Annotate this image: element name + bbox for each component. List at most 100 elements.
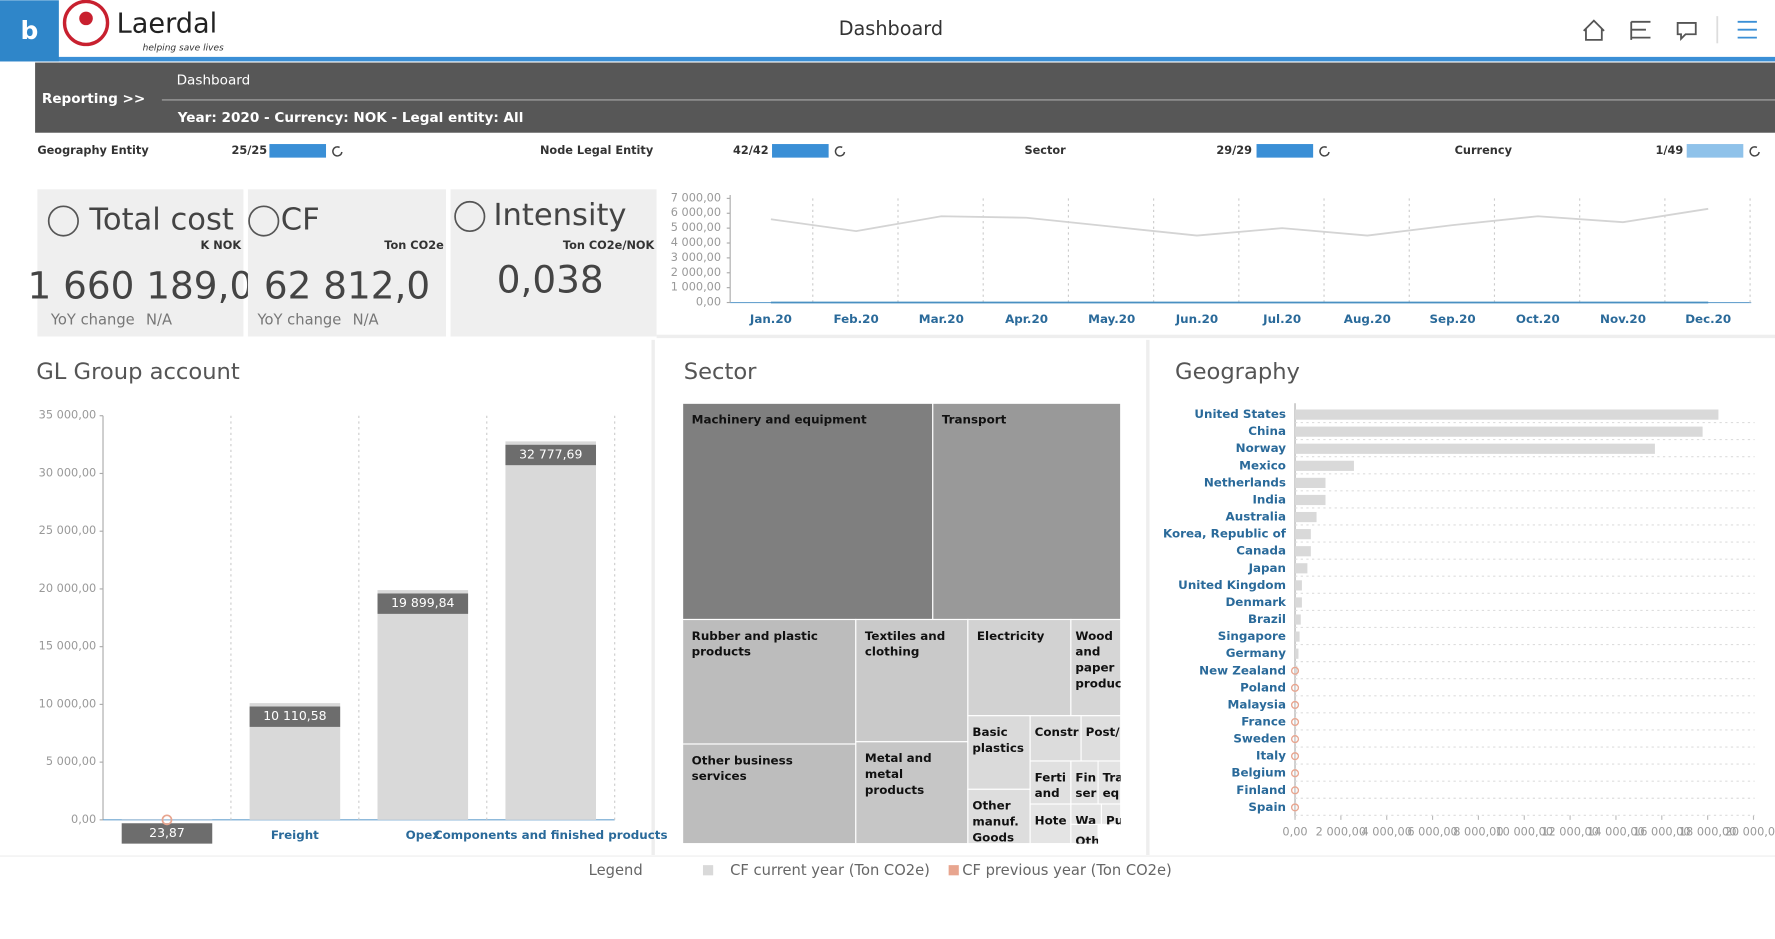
logo-icon-part bbox=[79, 11, 93, 26]
y-tick-label: 20 000,00 bbox=[39, 581, 97, 595]
treemap-label: Hote bbox=[1034, 814, 1067, 828]
legend-swatch bbox=[702, 865, 714, 876]
treemap-cell[interactable] bbox=[1070, 760, 1099, 805]
filter-count: 42/42 bbox=[733, 143, 769, 157]
y-tick-label: Netherlands bbox=[1204, 475, 1286, 489]
treemap-label: Post/ bbox=[1085, 725, 1120, 740]
bar bbox=[1295, 802, 1297, 813]
treemap-label: Electricity bbox=[976, 629, 1045, 644]
treemap-label-box: Oth bbox=[1075, 834, 1099, 844]
y-tick-label: 35 000,00 bbox=[39, 408, 97, 422]
context: Year: 2020 - Currency: NOK - Legal entit… bbox=[177, 110, 524, 126]
prev-year-marker bbox=[1290, 683, 1300, 692]
bar bbox=[1295, 665, 1298, 676]
treemap-label: Machinery and equipment bbox=[691, 413, 867, 428]
prev-year-marker bbox=[1290, 752, 1300, 761]
x-tick-label: 18 000,00 bbox=[1679, 824, 1737, 838]
treemap-cell[interactable] bbox=[682, 618, 857, 745]
y-tick-label: 3 000,00 bbox=[671, 250, 721, 264]
nav-page: Dashboard bbox=[177, 73, 251, 89]
bar bbox=[505, 441, 597, 820]
treemap-label-box: Metal and metal products bbox=[865, 752, 932, 797]
y-tick-label: 5 000,00 bbox=[671, 220, 721, 234]
treemap-label-box: Textiles and clothing bbox=[864, 629, 946, 660]
treemap-cell[interactable] bbox=[1100, 803, 1122, 825]
treemap-label: Oth bbox=[1075, 834, 1099, 844]
home-icon[interactable] bbox=[1583, 19, 1605, 41]
treemap-label: Other business services bbox=[691, 754, 793, 784]
treemap-cell[interactable] bbox=[932, 402, 1122, 621]
y-tick-label: 4 000,00 bbox=[671, 235, 721, 249]
refresh-icon bbox=[834, 146, 846, 157]
treemap-cell[interactable] bbox=[1029, 715, 1082, 762]
bar bbox=[1295, 409, 1719, 420]
x-tick-label: 14 000,00 bbox=[1587, 824, 1645, 838]
treemap-label: Tra eq bbox=[1102, 771, 1121, 801]
bar bbox=[1295, 631, 1300, 642]
treemap-label-box: Rubber and plastic products bbox=[691, 629, 818, 660]
chat-icon[interactable] bbox=[1676, 22, 1697, 41]
x-tick-label: Jul.20 bbox=[1262, 312, 1301, 326]
treemap-cell[interactable] bbox=[967, 788, 1031, 845]
app-button[interactable] bbox=[0, 0, 59, 62]
treemap-cell[interactable] bbox=[1029, 803, 1072, 845]
line-series bbox=[770, 207, 1709, 237]
prev-year-marker bbox=[1290, 735, 1300, 744]
treemap-cell[interactable] bbox=[1070, 823, 1099, 845]
value-label: 10 110,58 bbox=[263, 708, 326, 723]
treemap-cell[interactable] bbox=[682, 402, 934, 621]
section-title: Sector bbox=[684, 359, 757, 385]
y-tick-label: 10 000,00 bbox=[39, 696, 97, 710]
y-tick-label: Japan bbox=[1248, 561, 1286, 575]
app-letter: b bbox=[21, 16, 39, 45]
bar bbox=[1295, 768, 1297, 779]
treemap-label-box: Electricity bbox=[976, 629, 1045, 644]
bar bbox=[1295, 699, 1297, 711]
refresh-icon bbox=[332, 146, 343, 157]
kpi-panel bbox=[37, 189, 244, 337]
x-tick-label: Freight bbox=[271, 828, 319, 842]
kpi-unit: Ton CO2e bbox=[384, 238, 444, 252]
filter-count: 25/25 bbox=[232, 143, 268, 157]
breadcrumb[interactable]: Reporting >> bbox=[42, 91, 145, 107]
kpi-value: 0,038 bbox=[497, 258, 604, 302]
kpi-yoy: N/A bbox=[353, 312, 379, 329]
y-tick-label: Germany bbox=[1226, 646, 1286, 660]
treemap-label-box: Other business services bbox=[691, 754, 793, 784]
x-tick-label: 12 000,00 bbox=[1541, 824, 1599, 838]
filter-bar[interactable] bbox=[1686, 144, 1744, 158]
treemap-cell[interactable] bbox=[1029, 760, 1072, 805]
menu-icon[interactable] bbox=[1737, 20, 1757, 39]
y-tick-label: Belgium bbox=[1231, 766, 1286, 780]
bar bbox=[1295, 511, 1317, 523]
legend-swatch bbox=[948, 865, 959, 876]
treemap-cell[interactable] bbox=[967, 715, 1031, 790]
treemap-cell[interactable] bbox=[855, 741, 969, 845]
treemap-label-box: Transport bbox=[942, 413, 1006, 427]
filter-bar[interactable] bbox=[269, 144, 327, 158]
filter-bar[interactable] bbox=[1256, 144, 1314, 158]
treemap-cell[interactable] bbox=[967, 618, 1072, 717]
y-tick-label: 2 000,00 bbox=[671, 265, 721, 279]
treemap-label: Textiles and clothing bbox=[864, 629, 946, 660]
x-tick-label: May.20 bbox=[1088, 312, 1135, 326]
treemap-cell[interactable] bbox=[1070, 618, 1122, 717]
prev-year-marker bbox=[1290, 803, 1300, 812]
y-tick-label: Singapore bbox=[1218, 629, 1286, 643]
treemap-label-box: Other manuf. Goods bbox=[972, 799, 1018, 843]
bar bbox=[1295, 785, 1297, 796]
x-tick-label: Aug.20 bbox=[1344, 312, 1391, 326]
tree-icon[interactable] bbox=[1630, 20, 1651, 40]
legend-label: CF previous year (Ton CO2e) bbox=[962, 862, 1172, 879]
kpi-unit: K NOK bbox=[201, 238, 243, 252]
section-title: Geography bbox=[1175, 359, 1300, 385]
header-strip bbox=[0, 56, 1775, 62]
kpi-value: 1 660 189,0 bbox=[28, 263, 254, 307]
filter-bar[interactable] bbox=[772, 144, 829, 158]
filter-label: Sector bbox=[1024, 143, 1066, 157]
treemap-label: Rubber and plastic products bbox=[691, 629, 818, 660]
treemap-cell[interactable] bbox=[855, 618, 969, 743]
treemap-label-box: Wa bbox=[1075, 814, 1096, 824]
